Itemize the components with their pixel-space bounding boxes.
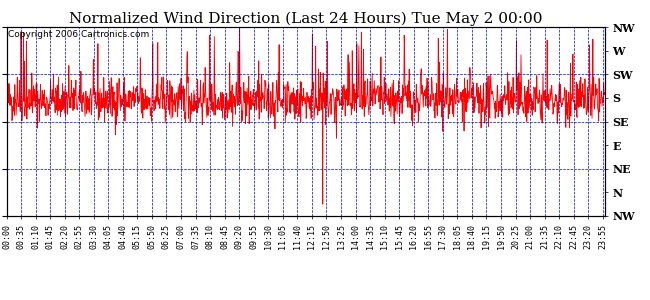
Text: Copyright 2006 Cartronics.com: Copyright 2006 Cartronics.com	[8, 30, 149, 39]
Title: Normalized Wind Direction (Last 24 Hours) Tue May 2 00:00: Normalized Wind Direction (Last 24 Hours…	[69, 11, 542, 26]
